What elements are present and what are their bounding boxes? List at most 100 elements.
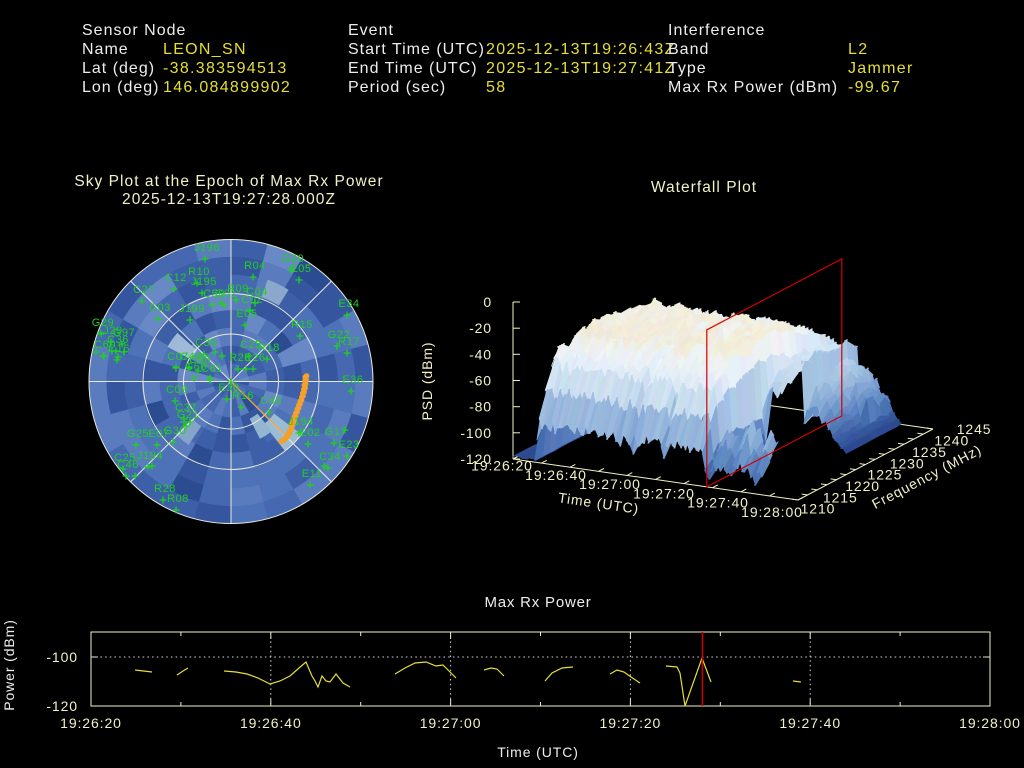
svg-text:G22: G22 — [328, 329, 350, 341]
svg-text:C07: C07 — [167, 351, 189, 363]
svg-text:Waterfall Plot: Waterfall Plot — [651, 179, 757, 196]
svg-text:C39: C39 — [195, 337, 217, 349]
svg-text:E05: E05 — [290, 263, 311, 275]
svg-text:19:26:20: 19:26:20 — [60, 715, 122, 731]
svg-text:R18: R18 — [258, 342, 280, 354]
svg-text:Start Time (UTC): Start Time (UTC) — [348, 41, 485, 58]
svg-text:E07: E07 — [148, 428, 169, 440]
svg-text:19:26:40: 19:26:40 — [525, 467, 587, 483]
svg-text:R15: R15 — [291, 319, 313, 331]
svg-text:1235: 1235 — [912, 444, 947, 460]
svg-text:J195: J195 — [191, 276, 217, 288]
svg-text:-120: -120 — [460, 451, 492, 467]
svg-text:0: 0 — [483, 294, 492, 310]
svg-text:C02: C02 — [241, 294, 263, 306]
svg-text:E26: E26 — [244, 352, 265, 364]
svg-text:J196: J196 — [194, 242, 220, 254]
svg-text:1215: 1215 — [823, 489, 858, 505]
svg-text:Period (sec): Period (sec) — [348, 79, 446, 96]
svg-text:C25: C25 — [240, 339, 262, 351]
svg-text:19:27:20: 19:27:20 — [600, 715, 662, 731]
svg-text:Jammer: Jammer — [848, 60, 914, 77]
svg-text:L2: L2 — [848, 41, 868, 58]
svg-text:-60: -60 — [469, 373, 492, 389]
svg-text:G20: G20 — [282, 253, 304, 265]
svg-text:Time (UTC): Time (UTC) — [497, 744, 579, 760]
svg-text:R09: R09 — [227, 283, 249, 295]
svg-text:LEON_SN: LEON_SN — [163, 41, 247, 58]
svg-text:19:26:40: 19:26:40 — [240, 715, 302, 731]
svg-text:C50: C50 — [203, 288, 225, 300]
svg-text:C36: C36 — [107, 334, 129, 346]
svg-text:19:28:00: 19:28:00 — [741, 504, 803, 520]
svg-text:J194: J194 — [137, 450, 163, 462]
svg-text:Type: Type — [668, 60, 707, 77]
svg-text:2025-12-13T19:27:28.000Z: 2025-12-13T19:27:28.000Z — [122, 191, 336, 208]
svg-text:R08: R08 — [167, 493, 189, 505]
svg-text:R17: R17 — [338, 336, 360, 348]
svg-text:J199: J199 — [179, 303, 205, 315]
svg-text:R10: R10 — [188, 266, 210, 278]
svg-text:-99.67: -99.67 — [848, 79, 901, 96]
svg-text:Sensor Node: Sensor Node — [82, 22, 186, 39]
svg-text:C12: C12 — [165, 272, 187, 284]
svg-text:-100: -100 — [46, 649, 78, 665]
svg-text:Power (dBm): Power (dBm) — [1, 619, 17, 711]
svg-text:19:27:20: 19:27:20 — [633, 485, 695, 501]
svg-text:G21: G21 — [177, 409, 199, 421]
svg-text:C09: C09 — [166, 384, 188, 396]
svg-text:R26: R26 — [229, 352, 251, 364]
svg-text:G17: G17 — [325, 426, 347, 438]
svg-text:19:27:00: 19:27:00 — [579, 476, 641, 492]
svg-text:1220: 1220 — [845, 478, 880, 494]
svg-text:C81: C81 — [201, 363, 223, 375]
svg-text:146.084899902: 146.084899902 — [163, 79, 291, 96]
svg-text:19:27:40: 19:27:40 — [779, 715, 841, 731]
svg-text:Lon (deg): Lon (deg) — [82, 79, 160, 96]
svg-text:2025-12-13T19:26:43Z: 2025-12-13T19:26:43Z — [486, 41, 676, 58]
svg-text:C46: C46 — [117, 459, 139, 471]
svg-text:C40: C40 — [180, 351, 202, 363]
svg-text:-120: -120 — [46, 698, 78, 714]
svg-text:C43: C43 — [260, 395, 282, 407]
svg-text:E11: E11 — [302, 468, 322, 480]
svg-text:J194: J194 — [288, 416, 314, 428]
svg-text:1210: 1210 — [801, 501, 836, 517]
svg-text:E36: E36 — [342, 374, 363, 386]
svg-text:C88: C88 — [189, 354, 211, 366]
svg-text:-38.383594513: -38.383594513 — [163, 60, 288, 77]
svg-text:E05: E05 — [236, 308, 257, 320]
svg-text:R04: R04 — [244, 260, 266, 272]
svg-text:J29: J29 — [103, 325, 122, 337]
svg-text:1225: 1225 — [868, 467, 903, 483]
svg-text:E34: E34 — [338, 298, 359, 310]
svg-text:19:26:20: 19:26:20 — [471, 458, 533, 474]
svg-text:-40: -40 — [469, 346, 492, 362]
svg-text:-100: -100 — [460, 425, 492, 441]
svg-text:R16: R16 — [232, 390, 254, 402]
svg-text:G25: G25 — [127, 428, 149, 440]
svg-text:1245: 1245 — [957, 421, 992, 437]
svg-text:C37: C37 — [175, 402, 197, 414]
svg-text:G01: G01 — [215, 288, 237, 300]
svg-text:-20: -20 — [469, 320, 492, 336]
svg-text:Band: Band — [668, 41, 709, 58]
svg-text:-80: -80 — [469, 399, 492, 415]
svg-text:C34: C34 — [319, 451, 341, 463]
svg-text:C27: C27 — [133, 284, 155, 296]
svg-text:Max Rx Power: Max Rx Power — [484, 594, 591, 611]
svg-text:19:27:00: 19:27:00 — [420, 715, 482, 731]
svg-text:Name: Name — [82, 41, 129, 58]
svg-text:E02: E02 — [299, 427, 320, 439]
svg-text:End Time (UTC): End Time (UTC) — [348, 60, 478, 77]
svg-text:E23: E23 — [338, 439, 359, 451]
svg-text:G97: G97 — [113, 327, 135, 339]
svg-text:G29: G29 — [92, 317, 114, 329]
svg-text:C66: C66 — [185, 361, 207, 373]
svg-text:Max Rx Power (dBm): Max Rx Power (dBm) — [668, 79, 838, 96]
svg-text:PSD (dBm): PSD (dBm) — [419, 342, 435, 421]
svg-text:1240: 1240 — [934, 433, 969, 449]
svg-text:G30: G30 — [164, 425, 186, 437]
svg-text:R28: R28 — [154, 483, 176, 495]
svg-text:Interference: Interference — [668, 22, 765, 39]
